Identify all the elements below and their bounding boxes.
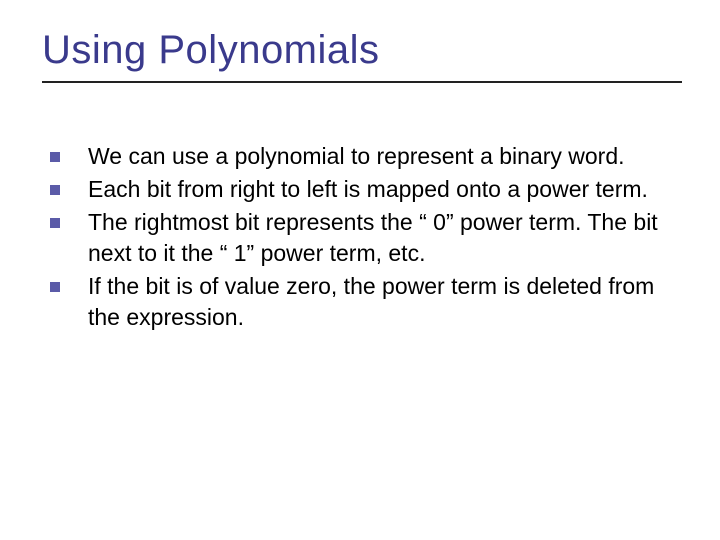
bullet-text: We can use a polynomial to represent a b… bbox=[88, 141, 678, 172]
page-title: Using Polynomials bbox=[42, 28, 678, 73]
list-item: Each bit from right to left is mapped on… bbox=[50, 174, 678, 205]
bullet-text: If the bit is of value zero, the power t… bbox=[88, 271, 678, 333]
square-bullet-icon bbox=[50, 218, 60, 228]
bullet-text: Each bit from right to left is mapped on… bbox=[88, 174, 678, 205]
square-bullet-icon bbox=[50, 282, 60, 292]
bullet-text: The rightmost bit represents the “ 0” po… bbox=[88, 207, 678, 269]
slide: Using Polynomials We can use a polynomia… bbox=[0, 0, 720, 540]
list-item: If the bit is of value zero, the power t… bbox=[50, 271, 678, 333]
square-bullet-icon bbox=[50, 185, 60, 195]
square-bullet-icon bbox=[50, 152, 60, 162]
list-item: We can use a polynomial to represent a b… bbox=[50, 141, 678, 172]
bullet-list: We can use a polynomial to represent a b… bbox=[42, 141, 678, 333]
list-item: The rightmost bit represents the “ 0” po… bbox=[50, 207, 678, 269]
title-underline bbox=[42, 81, 682, 83]
